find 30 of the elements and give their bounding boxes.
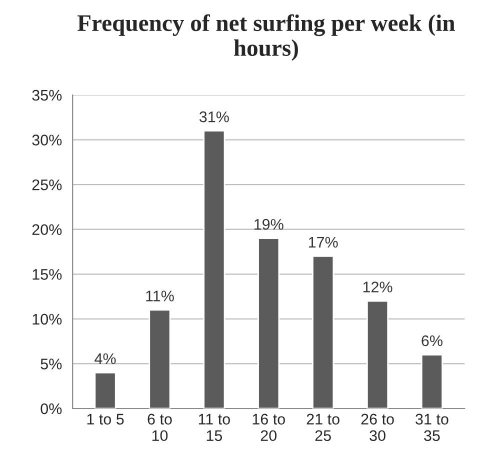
y-tick-label: 15% bbox=[32, 269, 62, 280]
x-tick-label: 31 to 35 bbox=[416, 414, 448, 442]
bar bbox=[94, 372, 116, 408]
data-label: 11% bbox=[146, 290, 174, 302]
x-tick-label: 26 to 30 bbox=[361, 414, 394, 442]
y-tick-label: 20% bbox=[32, 224, 62, 236]
data-label: 6% bbox=[422, 335, 442, 346]
data-label: 19% bbox=[254, 218, 284, 230]
x-tick-label: 21 to 25 bbox=[306, 414, 340, 442]
bar bbox=[258, 238, 280, 408]
bar bbox=[203, 130, 226, 408]
y-tick-label: 35% bbox=[32, 90, 62, 101]
x-tick-label: 1 to 5 bbox=[87, 414, 124, 425]
chart-title: Frequency of net surfing per week (in hours) bbox=[77, 14, 455, 61]
data-label: 17% bbox=[308, 236, 338, 248]
x-tick-label: 16 to 20 bbox=[252, 414, 285, 442]
y-tick-label: 5% bbox=[40, 358, 62, 370]
data-label: 12% bbox=[363, 282, 392, 292]
x-tick-label: 6 to 10 bbox=[148, 414, 172, 442]
bar bbox=[148, 309, 171, 408]
bar bbox=[420, 354, 444, 408]
y-tick-label: 10% bbox=[32, 314, 62, 325]
data-label: 4% bbox=[94, 353, 116, 364]
x-tick-label: 11 to 15 bbox=[198, 414, 230, 442]
y-tick-label: 25% bbox=[32, 179, 62, 190]
bar bbox=[312, 256, 334, 408]
data-label: 31% bbox=[199, 111, 229, 122]
bar bbox=[366, 300, 389, 408]
y-tick-label: 30% bbox=[32, 134, 62, 146]
y-tick-label: 0% bbox=[40, 403, 62, 414]
